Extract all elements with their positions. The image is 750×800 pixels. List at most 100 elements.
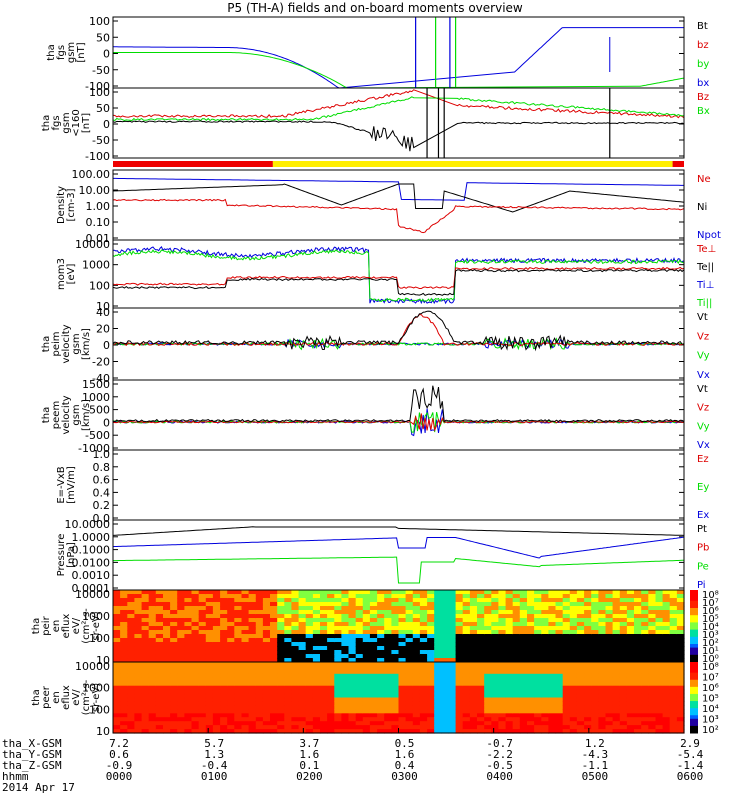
spectrogram-cell <box>519 709 528 714</box>
spectrogram-cell <box>484 662 492 667</box>
spectrogram-cell <box>255 713 264 718</box>
spectrogram-cell <box>291 673 300 679</box>
spectrogram-cell <box>191 626 200 631</box>
colorbar-cell <box>690 725 698 730</box>
spectrogram-cell <box>277 705 285 710</box>
spectrogram-cell <box>519 622 528 627</box>
spectrogram-cell <box>384 598 392 603</box>
spectrogram-cell <box>141 705 150 710</box>
spectrogram-cell <box>427 673 435 679</box>
colorbar-cell <box>690 722 698 727</box>
spectrogram-cell <box>605 697 614 702</box>
spectrogram-cell <box>305 594 314 599</box>
spectrogram-cell <box>148 717 157 722</box>
spectrogram-cell <box>298 622 307 627</box>
spectrogram-cell <box>448 721 457 726</box>
spectrogram-cell <box>612 721 621 726</box>
spectrogram-cell <box>612 709 621 714</box>
spectrogram-cell <box>284 725 292 730</box>
colorbar-cell <box>690 665 698 670</box>
spectrogram-cell <box>519 717 528 722</box>
spectrogram-cell <box>648 705 656 710</box>
spectrogram-cell <box>548 638 557 643</box>
spectrogram-cell <box>498 606 507 611</box>
spectrogram-cell <box>534 646 542 651</box>
spectrogram-cell <box>412 677 421 683</box>
spectrogram-cell <box>227 654 235 659</box>
spectrogram-cell <box>191 618 200 623</box>
spectrogram-cell <box>120 669 128 675</box>
spectrogram-cell <box>170 709 178 714</box>
spectrogram-cell <box>619 618 628 623</box>
spectrogram-cell <box>562 669 571 675</box>
spectrogram-cell <box>227 614 235 619</box>
spectrogram-cell <box>320 689 328 695</box>
spectrogram-cell <box>227 709 235 714</box>
spectrogram-cell <box>127 598 135 603</box>
spectrogram-cell <box>227 677 235 683</box>
spectrogram-cell <box>398 717 407 722</box>
spectrogram-cell <box>255 709 264 714</box>
spectrogram-cell <box>341 673 350 679</box>
spectrogram-cell <box>519 705 528 710</box>
spectrogram-cell <box>584 689 592 695</box>
spectrogram-cell <box>305 654 314 659</box>
spectrogram-cell <box>591 610 599 615</box>
spectrogram-cell <box>170 606 178 611</box>
spectrogram-cell <box>655 669 664 675</box>
spectrogram-cell <box>505 590 514 595</box>
spectrogram-cell <box>605 665 614 671</box>
spectrogram-cell <box>277 590 285 595</box>
x-axis-value: 0.5 <box>395 737 415 750</box>
spectrogram-cell <box>484 634 492 639</box>
spectrogram-cell <box>398 697 407 702</box>
spectrogram-cell <box>305 662 314 667</box>
spectrogram-cell <box>212 650 221 655</box>
spectrogram-cell <box>262 638 271 643</box>
spectrogram-cell <box>427 713 435 718</box>
spectrogram-cell <box>334 697 342 702</box>
spectrogram-cell <box>384 697 392 702</box>
spectrogram-cell <box>113 654 121 659</box>
spectrogram-cell <box>441 634 449 639</box>
spectrogram-cell <box>127 701 135 706</box>
legend-label: Ne <box>697 174 711 185</box>
spectrogram-cell <box>255 590 264 595</box>
spectrogram-cell <box>427 709 435 714</box>
spectrogram-cell <box>220 594 228 599</box>
spectrogram-cell <box>312 650 321 655</box>
spectrogram-cell <box>184 721 193 726</box>
spectrogram-cell <box>591 594 599 599</box>
x-axis-value: 0300 <box>391 770 418 783</box>
spectrogram-cell <box>205 646 214 651</box>
spectrogram-cell <box>641 697 649 702</box>
spectrogram-cell <box>327 598 335 603</box>
spectrogram-cell <box>248 614 257 619</box>
spectrogram-cell <box>562 673 571 679</box>
spectrogram-cell <box>412 685 421 691</box>
spectrogram-cell <box>569 681 578 687</box>
spectrogram-cell <box>234 594 242 599</box>
spectrogram-cell <box>398 598 407 603</box>
ti-par-series <box>112 249 685 303</box>
spectrogram-cell <box>569 717 578 722</box>
spectrogram-cell <box>541 717 549 722</box>
spectrogram-cell <box>398 646 407 651</box>
spectrogram-cell <box>362 701 371 706</box>
spectrogram-cell <box>469 697 478 702</box>
spectrogram-cell <box>312 713 321 718</box>
x-axis-value: -0.7 <box>486 737 513 750</box>
spectrogram-cell <box>155 662 164 667</box>
spectrogram-cell <box>527 729 535 734</box>
spectrogram-cell <box>205 729 214 734</box>
spectrogram-cell <box>255 697 264 702</box>
spectrogram-cell <box>462 697 471 702</box>
spectrogram-cell <box>191 650 200 655</box>
spectrogram-cell <box>369 677 378 683</box>
spectrogram-cell <box>455 721 464 726</box>
spectrogram-cell <box>469 693 478 699</box>
spectrogram-cell <box>398 654 407 659</box>
legend-label: Bt <box>697 21 708 32</box>
spectrogram-cell <box>505 606 514 611</box>
spectrogram-cell <box>391 614 400 619</box>
